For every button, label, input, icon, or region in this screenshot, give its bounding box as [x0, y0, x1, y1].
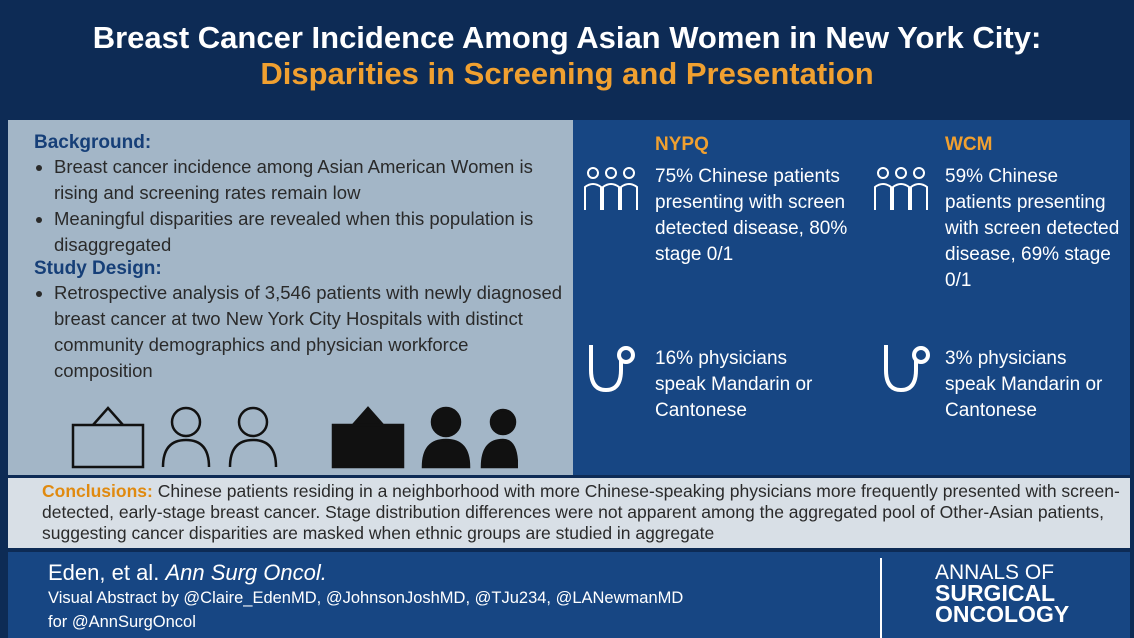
doctor-icon — [239, 408, 267, 436]
patients-icon — [875, 168, 927, 210]
title: Breast Cancer Incidence Among Asian Wome… — [0, 20, 1134, 56]
hospital-roof — [353, 408, 383, 425]
design-list: Retrospective analysis of 3,546 patients… — [34, 280, 564, 384]
icons — [68, 400, 518, 470]
bullet: Retrospective analysis of 3,546 patients… — [54, 280, 564, 384]
credits-for: for @AnnSurgOncol — [48, 613, 196, 632]
site-name: WCM — [945, 134, 992, 156]
right-panel: NYPQ 75% Chinese patients presenting wit… — [573, 120, 1130, 475]
doctor-body — [230, 440, 276, 467]
doctor-icon — [491, 410, 515, 434]
site-patients: 59% Chinese patients presenting with scr… — [945, 164, 1125, 294]
background-heading: Background: — [34, 132, 564, 154]
doctor-body — [423, 440, 469, 467]
footer: Eden, et al. Ann Surg Oncol. Visual Abst… — [8, 552, 1130, 638]
citation: Eden, et al. Ann Surg Oncol. — [48, 560, 327, 586]
conclusions: Conclusions: Chinese patients residing i… — [8, 478, 1130, 548]
design-heading: Study Design: — [34, 258, 564, 280]
doctor-body — [482, 440, 517, 467]
credits: Visual Abstract by @Claire_EdenMD, @John… — [48, 589, 683, 608]
patients-icon — [585, 168, 637, 210]
doctor-icon — [172, 408, 200, 436]
bullet: Meaningful disparities are revealed when… — [54, 206, 564, 258]
journal: Ann Surg Oncol. — [165, 560, 326, 585]
site-patients: 75% Chinese patients presenting with scr… — [655, 164, 850, 268]
bullet: Breast cancer incidence among Asian Amer… — [54, 154, 564, 206]
divider — [880, 558, 882, 638]
site-name: NYPQ — [655, 134, 709, 156]
authors: Eden, et al. — [48, 560, 159, 585]
header: Breast Cancer Incidence Among Asian Wome… — [0, 20, 1134, 92]
background-list: Breast cancer incidence among Asian Amer… — [34, 154, 564, 258]
hospital-roof — [93, 408, 123, 425]
stethoscope-icon — [591, 345, 633, 390]
conclusions-text: Chinese patients residing in a neighborh… — [42, 481, 1120, 543]
visual-abstract: Breast Cancer Incidence Among Asian Wome… — [0, 0, 1134, 638]
doctor-body — [163, 440, 209, 467]
doctor-icon — [432, 408, 460, 436]
subtitle: Disparities in Screening and Presentatio… — [0, 56, 1134, 92]
site-physicians: 3% physicians speak Mandarin or Cantones… — [945, 346, 1115, 424]
left-panel: Background: Breast cancer incidence amon… — [8, 120, 573, 475]
journal-logo: ANNALS OF SURGICAL ONCOLOGY — [935, 562, 1069, 625]
hospital-icon — [73, 425, 143, 467]
stethoscope-icon — [886, 345, 928, 390]
conclusions-label: Conclusions: — [42, 481, 153, 501]
hospital-icon — [333, 425, 403, 467]
site-physicians: 16% physicians speak Mandarin or Cantone… — [655, 346, 825, 424]
logo-line: ONCOLOGY — [935, 604, 1069, 625]
